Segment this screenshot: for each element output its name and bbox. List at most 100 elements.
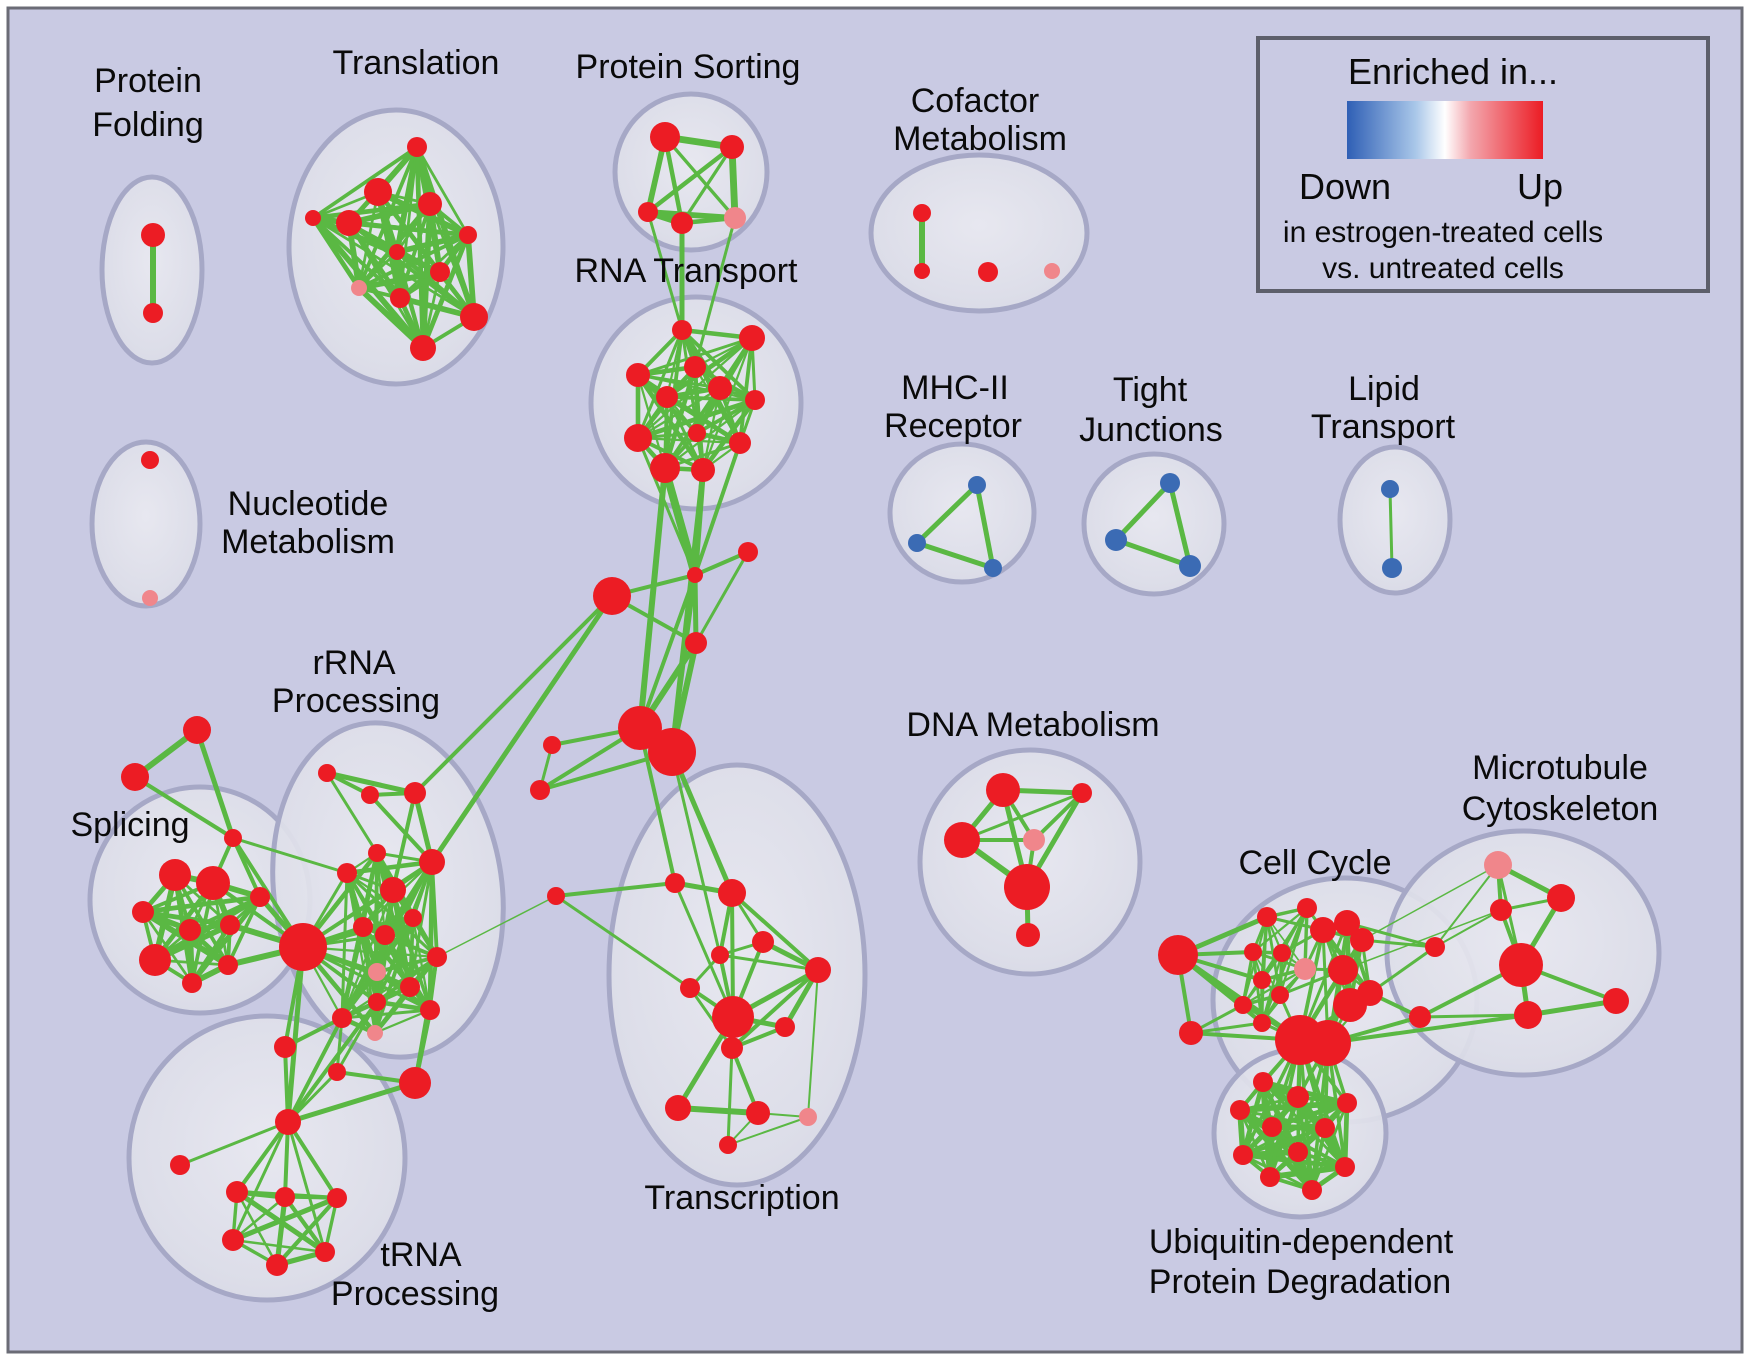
node-cc13[interactable] <box>1334 910 1360 936</box>
node-mh2[interactable] <box>908 534 926 552</box>
node-cc5[interactable] <box>1244 943 1262 961</box>
node-dm3[interactable] <box>944 822 980 858</box>
node-ub2[interactable] <box>1287 1086 1309 1108</box>
node-tr10[interactable] <box>460 303 488 331</box>
node-t5[interactable] <box>805 957 831 983</box>
node-dm4[interactable] <box>1023 829 1045 851</box>
node-rt7[interactable] <box>745 390 765 410</box>
node-cn4[interactable] <box>685 632 707 654</box>
node-rr16[interactable] <box>367 1025 383 1041</box>
node-sp7[interactable] <box>182 973 202 993</box>
node-sp4[interactable] <box>179 919 201 941</box>
node-cn6[interactable] <box>648 728 696 776</box>
node-t1[interactable] <box>665 873 685 893</box>
node-tr11[interactable] <box>410 335 436 361</box>
node-rr11[interactable] <box>427 947 447 967</box>
node-tr1[interactable] <box>407 137 427 157</box>
node-t10[interactable] <box>665 1095 691 1121</box>
node-tn1[interactable] <box>226 1181 248 1203</box>
node-rr2[interactable] <box>361 786 379 804</box>
node-ub1[interactable] <box>1253 1072 1273 1092</box>
node-tnu[interactable] <box>328 1063 346 1081</box>
node-rt9[interactable] <box>688 424 706 442</box>
node-rt10[interactable] <box>729 432 751 454</box>
node-cn9[interactable] <box>547 887 565 905</box>
node-rr9[interactable] <box>353 917 373 937</box>
node-sp1[interactable] <box>159 859 191 891</box>
node-cc7[interactable] <box>1294 958 1316 980</box>
node-t2[interactable] <box>718 879 746 907</box>
node-sp3[interactable] <box>132 901 154 923</box>
node-rr13[interactable] <box>368 993 386 1011</box>
node-ccG2[interactable] <box>1305 1020 1351 1066</box>
node-rr3[interactable] <box>404 782 426 804</box>
node-rr8[interactable] <box>404 909 422 927</box>
node-mtB[interactable] <box>1499 943 1543 987</box>
node-sp2[interactable] <box>196 866 230 900</box>
node-cc4[interactable] <box>1297 898 1317 918</box>
node-rr5[interactable] <box>419 849 445 875</box>
node-st2[interactable] <box>121 763 149 791</box>
node-rr10[interactable] <box>375 925 395 945</box>
node-rr7[interactable] <box>380 877 406 903</box>
node-ub9[interactable] <box>1335 1157 1355 1177</box>
node-nm1[interactable] <box>141 451 159 469</box>
node-dm2[interactable] <box>1072 783 1092 803</box>
node-tn5[interactable] <box>266 1254 288 1276</box>
node-cn5[interactable] <box>618 706 662 750</box>
node-tnH[interactable] <box>275 1109 301 1135</box>
node-sp9[interactable] <box>250 887 270 907</box>
node-cc12[interactable] <box>1310 917 1336 943</box>
node-dm1[interactable] <box>986 773 1020 807</box>
node-tr12[interactable] <box>305 210 321 226</box>
node-lt2[interactable] <box>1382 558 1402 578</box>
node-cc3[interactable] <box>1257 907 1277 927</box>
node-mh1[interactable] <box>968 476 986 494</box>
node-cc17[interactable] <box>1357 980 1383 1006</box>
node-t7[interactable] <box>712 996 754 1038</box>
node-rr4[interactable] <box>368 844 386 862</box>
node-rt12[interactable] <box>691 458 715 482</box>
node-rr18[interactable] <box>368 963 386 981</box>
node-cn2[interactable] <box>738 542 758 562</box>
node-cc10[interactable] <box>1234 996 1252 1014</box>
node-cf2[interactable] <box>914 263 930 279</box>
node-pf2[interactable] <box>143 303 163 323</box>
node-sp8[interactable] <box>218 955 238 975</box>
node-tni[interactable] <box>170 1155 190 1175</box>
node-rt4[interactable] <box>684 356 706 378</box>
node-rt2[interactable] <box>739 325 765 351</box>
node-ub11[interactable] <box>1302 1180 1322 1200</box>
node-tj2[interactable] <box>1105 529 1127 551</box>
node-dm5[interactable] <box>1004 864 1050 910</box>
node-cc19[interactable] <box>1425 937 1445 957</box>
node-rt3[interactable] <box>626 363 650 387</box>
node-tr3[interactable] <box>336 210 362 236</box>
node-tn3[interactable] <box>327 1188 347 1208</box>
node-t4[interactable] <box>711 946 729 964</box>
node-t6[interactable] <box>680 978 700 998</box>
node-t12[interactable] <box>799 1108 817 1126</box>
node-ps4[interactable] <box>671 212 693 234</box>
node-ub10[interactable] <box>1260 1167 1280 1187</box>
node-ub6[interactable] <box>1315 1118 1335 1138</box>
node-rt1[interactable] <box>672 320 692 340</box>
node-rt5[interactable] <box>656 386 678 408</box>
node-t3[interactable] <box>752 931 774 953</box>
node-rb1[interactable] <box>399 1067 431 1099</box>
node-cc2[interactable] <box>1179 1021 1203 1045</box>
node-t9[interactable] <box>721 1037 743 1059</box>
node-mh3[interactable] <box>984 559 1002 577</box>
node-ub3[interactable] <box>1337 1093 1357 1113</box>
node-cc18[interactable] <box>1409 1006 1431 1028</box>
node-lt1[interactable] <box>1381 480 1399 498</box>
node-cc15[interactable] <box>1328 955 1358 985</box>
node-tr7[interactable] <box>430 262 450 282</box>
node-tr5[interactable] <box>459 226 477 244</box>
node-tj3[interactable] <box>1179 555 1201 577</box>
node-ps1[interactable] <box>650 122 680 152</box>
node-mtP[interactable] <box>1484 851 1512 879</box>
node-cc8[interactable] <box>1253 971 1271 989</box>
node-sp6[interactable] <box>139 944 171 976</box>
node-tr6[interactable] <box>389 244 405 260</box>
